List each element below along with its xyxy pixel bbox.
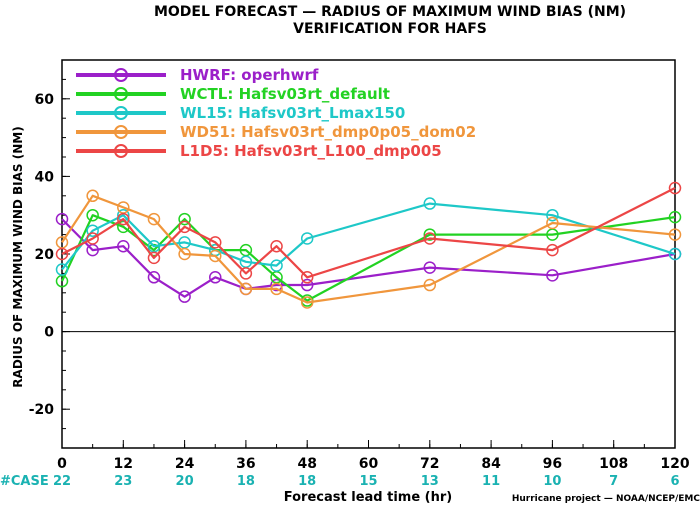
series-point — [423, 278, 437, 292]
series-point — [668, 247, 682, 261]
legend-entry: WD51: Hafsv03rt_dmp0p05_dom02 — [180, 123, 476, 141]
x-tick-label: 36 — [236, 456, 255, 472]
legend-marker — [114, 144, 128, 158]
series-point — [270, 282, 283, 296]
case-count: 18 — [237, 474, 255, 489]
series-point — [55, 263, 69, 276]
series-point — [178, 220, 191, 234]
series-point — [86, 232, 99, 245]
case-count: 23 — [114, 474, 132, 489]
x-tick-label: 60 — [359, 456, 379, 472]
series-point — [117, 239, 130, 253]
case-count: 11 — [482, 474, 500, 489]
series-point — [270, 278, 283, 292]
series-point — [178, 247, 191, 261]
series-point — [86, 189, 99, 203]
series-point — [300, 271, 314, 284]
series-point — [270, 259, 283, 272]
series-point — [239, 267, 253, 280]
legend-marker — [114, 68, 128, 82]
x-tick-label: 24 — [175, 456, 195, 472]
series-point — [178, 290, 191, 303]
series-point — [300, 278, 314, 292]
plot-area: -20 0 20 40 60 0 12 24 36 48 60 72 84 96 108 120 22 23 20 1… — [29, 59, 690, 489]
series-point — [423, 197, 437, 210]
series-point — [546, 208, 559, 222]
legend-marker — [114, 87, 128, 101]
case-count: 13 — [421, 474, 439, 489]
x-tick-label: 108 — [599, 456, 628, 472]
x-tick-label: 120 — [660, 456, 689, 472]
series-point — [239, 282, 253, 296]
series-point — [270, 239, 283, 253]
series-point — [300, 296, 314, 309]
y-tick-label: -20 — [29, 402, 55, 418]
series-point — [300, 232, 314, 245]
case-count: 6 — [670, 474, 679, 489]
x-tick-label: 0 — [57, 456, 67, 472]
series-point — [117, 212, 130, 226]
case-count: 10 — [543, 474, 561, 489]
legend-entry: L1D5: Hafsv03rt_L100_dmp005 — [180, 142, 442, 160]
series-point — [147, 271, 161, 284]
series-point — [668, 210, 682, 224]
series-point — [546, 243, 559, 257]
series-point — [147, 212, 161, 226]
series-point — [209, 249, 222, 263]
chart-subtitle: VERIFICATION FOR HAFS — [293, 21, 487, 37]
legend-entry: HWRF: operhwrf — [180, 66, 319, 84]
series-point — [55, 247, 69, 261]
x-tick-label: 96 — [543, 456, 562, 472]
y-axis-label: RADIUS OF MAXIMUM WIND BIAS (NM) — [11, 126, 25, 387]
x-axis-label: Forecast lead time (hr) — [284, 490, 452, 505]
series-point — [546, 216, 559, 230]
x-tick-label: 48 — [297, 456, 316, 472]
series-point — [178, 212, 191, 226]
case-count: 18 — [298, 474, 316, 489]
series-point — [209, 271, 222, 284]
legend-entry: WL15: Hafsv03rt_Lmax150 — [180, 104, 405, 122]
x-tick-label: 72 — [420, 456, 439, 472]
case-count: 7 — [609, 474, 618, 489]
legend-marker — [114, 106, 128, 120]
y-tick-label: 40 — [35, 169, 55, 185]
series-point — [147, 251, 161, 265]
credit-text: Hurricane project — NOAA/NCEP/EMC — [512, 494, 700, 504]
case-count: 22 — [53, 474, 71, 489]
series-point — [55, 212, 69, 226]
case-count: 20 — [176, 474, 194, 489]
legend-entry: WCTL: Hafsv03rt_default — [180, 85, 390, 103]
series-point — [546, 269, 559, 282]
y-tick-label: 60 — [35, 92, 55, 108]
case-count-label: #CASE — [0, 474, 49, 489]
y-tick-label: 20 — [35, 247, 55, 263]
series-point — [86, 224, 99, 237]
series-point — [423, 228, 437, 241]
series-point — [209, 236, 222, 249]
x-tick-label: 12 — [114, 456, 133, 472]
series-point — [423, 261, 437, 274]
series-point — [86, 208, 99, 222]
y-tick-label: 0 — [44, 325, 54, 341]
x-tick-label: 84 — [481, 456, 501, 472]
series-point — [668, 228, 682, 241]
series-point — [668, 181, 682, 195]
series-point — [423, 232, 437, 245]
chart-title: MODEL FORECAST — RADIUS OF MAXIMUM WIND … — [154, 4, 626, 20]
legend-marker — [114, 125, 128, 139]
case-count: 15 — [359, 474, 377, 489]
